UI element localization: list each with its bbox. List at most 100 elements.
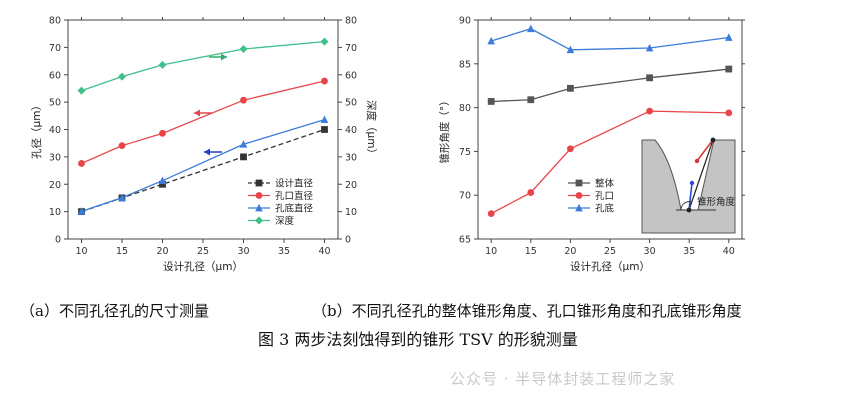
data-point <box>527 189 535 196</box>
x-tick-label: 25 <box>197 246 209 257</box>
series-line <box>491 28 729 51</box>
arrow-right-green <box>209 53 227 61</box>
data-point <box>725 109 733 117</box>
data-point <box>645 43 654 52</box>
data-point <box>158 176 167 185</box>
data-point <box>118 193 126 202</box>
data-point <box>725 65 733 73</box>
legend-marker <box>575 179 583 187</box>
x-tick-label: 30 <box>237 246 249 257</box>
series-3 <box>487 24 733 54</box>
legend-marker <box>575 203 583 212</box>
y2-tick-label: 10 <box>345 207 357 218</box>
y2-tick-label: 0 <box>345 235 351 246</box>
data-point <box>320 37 329 46</box>
inset-point <box>689 180 695 186</box>
series-2 <box>78 77 328 167</box>
y-tick-label: 20 <box>49 180 61 191</box>
data-point <box>239 45 248 54</box>
y-tick-label: 50 <box>49 98 61 109</box>
caption-b: （b）不同孔径孔的整体锥形角度、孔口锥形角度和孔底锥形角度 <box>312 302 742 320</box>
data-point <box>487 36 495 45</box>
series-line <box>491 68 729 103</box>
arrow-left-blue <box>204 148 222 156</box>
y-tick-label: 60 <box>49 70 61 81</box>
y2-tick-label: 20 <box>345 180 357 191</box>
data-point <box>321 126 328 133</box>
data-point <box>566 45 575 54</box>
data-point <box>567 84 574 92</box>
x-tick-label: 10 <box>485 246 497 257</box>
data-point <box>725 33 733 41</box>
arrow-right-green-head <box>221 53 227 61</box>
angle-arc <box>680 201 692 211</box>
via-profile <box>641 139 736 234</box>
data-point <box>159 180 166 188</box>
data-point <box>78 160 85 167</box>
legend-label: 孔口 <box>595 191 614 202</box>
figure-title: 图 3 两步法刻蚀得到的锥形 TSV 的形貌测量 <box>258 330 578 349</box>
data-point <box>118 72 126 81</box>
overall-taper-line <box>688 139 714 211</box>
x-axis-label: 设计孔径（μm） <box>570 260 650 273</box>
data-point <box>487 210 495 217</box>
legend-marker <box>255 203 263 212</box>
chart-b: 10 15 20 25 30 35 40 65 70 75 80 85 90 设计孔径（μm） 锥形角度（°… <box>438 16 745 273</box>
inset-point <box>694 158 700 164</box>
y-axis-label: 锥形角度（°） <box>438 95 451 163</box>
data-point <box>320 115 329 124</box>
x-tick-label: 15 <box>116 246 128 257</box>
y-tick-label: 70 <box>49 43 61 54</box>
data-point <box>567 145 574 153</box>
y2-tick-label: 80 <box>345 16 357 27</box>
caption-a: （a）不同孔径孔的尺寸测量 <box>20 302 209 320</box>
data-point <box>646 74 653 82</box>
series-line <box>81 40 325 92</box>
data-point <box>527 24 535 33</box>
y-tick-label: 70 <box>459 191 471 202</box>
legend-marker <box>575 192 583 199</box>
y-tick-label: 90 <box>459 16 471 27</box>
x-tick-label: 20 <box>564 246 576 257</box>
legend-label: 孔口直径 <box>275 190 314 202</box>
x-tick-label: 15 <box>525 246 537 257</box>
y2-tick-label: 30 <box>345 152 357 163</box>
y-tick-label: 65 <box>459 235 471 246</box>
arrow-left-red <box>194 109 212 117</box>
y2-axis-label: 深度（μm） <box>365 100 378 159</box>
y-tick-label: 10 <box>49 207 61 218</box>
legend-marker <box>255 179 263 187</box>
y-axis-label: 孔径（μm） <box>30 100 43 159</box>
x-tick-label: 30 <box>644 246 656 257</box>
y2-tick-label: 60 <box>345 70 357 81</box>
figure-canvas: 10 15 20 25 30 35 40 0 10 20 30 40 50 60 70 80 0 10 20 30 40… <box>30 16 745 273</box>
x-tick-label: 35 <box>683 246 695 257</box>
legend-label: 深度 <box>275 215 295 227</box>
series-line <box>81 80 325 165</box>
series-3 <box>77 115 329 215</box>
data-point <box>487 98 495 105</box>
inset-cross-section: 锥形角度 <box>641 137 736 234</box>
data-point <box>240 96 247 104</box>
y-tick-label: 75 <box>459 147 471 158</box>
inset-point <box>686 207 692 213</box>
watermark-text: 公众号 · 半导体封装工程师之家 <box>450 370 676 388</box>
data-point <box>77 86 86 95</box>
data-point <box>527 96 535 104</box>
data-point <box>159 129 166 137</box>
data-point <box>118 142 126 150</box>
y2-tick-label: 40 <box>345 125 357 136</box>
inset-point <box>710 137 716 143</box>
legend-marker <box>255 216 263 225</box>
x-tick-label: 10 <box>75 246 87 257</box>
series-1 <box>487 65 733 105</box>
x-tick-label: 40 <box>318 246 330 257</box>
series-4 <box>77 37 329 95</box>
y2-tick-label: 50 <box>345 98 357 109</box>
y2-tick-label: 70 <box>345 43 357 54</box>
data-point <box>646 107 653 115</box>
x-tick-label: 20 <box>156 246 168 257</box>
legend-label: 孔底直径 <box>275 203 314 215</box>
